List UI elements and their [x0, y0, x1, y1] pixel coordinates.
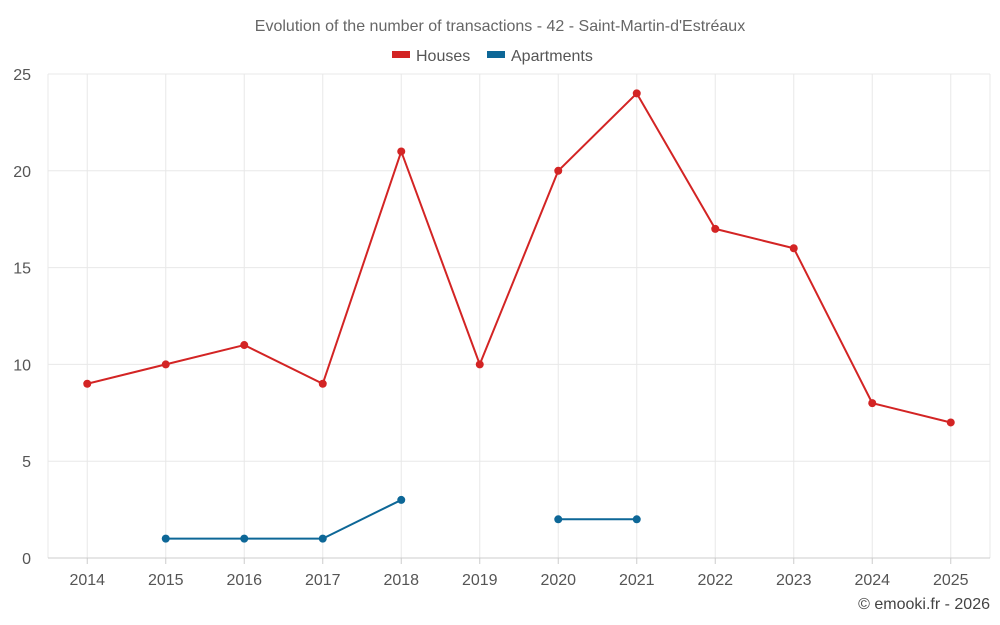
x-tick-label: 2016 — [226, 572, 262, 589]
series — [83, 89, 955, 543]
houses-line-segment — [87, 92, 951, 424]
x-tick-label: 2018 — [383, 572, 419, 589]
apartments-point-2020[interactable] — [554, 515, 563, 524]
apartments-point-2018[interactable] — [397, 495, 406, 504]
apartments-point-2021[interactable] — [632, 515, 641, 524]
houses-point-2025[interactable] — [946, 418, 955, 427]
x-tick-label: 2021 — [619, 572, 655, 589]
apartments-point-2016[interactable] — [240, 534, 249, 543]
legend-item-apartments[interactable]: Apartments — [487, 48, 593, 65]
houses-point-2015[interactable] — [161, 360, 170, 369]
legend-item-houses[interactable]: Houses — [392, 48, 470, 65]
chart-title: Evolution of the number of transactions … — [255, 18, 745, 35]
legend-label-apartments: Apartments — [511, 48, 593, 65]
houses-point-2020[interactable] — [554, 166, 563, 175]
series-houses — [83, 89, 955, 427]
y-tick-label: 20 — [13, 164, 31, 181]
houses-point-2024[interactable] — [868, 399, 877, 408]
houses-point-2018[interactable] — [397, 147, 406, 156]
houses-point-2014[interactable] — [83, 379, 92, 388]
houses-point-2017[interactable] — [318, 379, 327, 388]
y-tick-label: 15 — [13, 261, 31, 278]
houses-point-2016[interactable] — [240, 341, 249, 350]
x-axis-ticks: 2014 2015 2016 2017 2018 2019 2020 2021 2022 2023… — [69, 572, 968, 589]
x-tick-label: 2015 — [148, 572, 184, 589]
credit-text: © emooki.fr - 2026 — [858, 596, 990, 613]
apartments-line-segment — [165, 499, 402, 540]
legend-swatch-apartments — [487, 51, 505, 58]
houses-point-2021[interactable] — [632, 89, 641, 98]
y-tick-label: 5 — [22, 454, 31, 471]
houses-point-2019[interactable] — [475, 360, 484, 369]
grid — [47, 73, 991, 558]
x-tick-label: 2017 — [305, 572, 341, 589]
x-tick-label: 2014 — [69, 572, 105, 589]
axes — [48, 557, 990, 564]
x-tick-label: 2022 — [697, 572, 733, 589]
y-tick-label: 25 — [13, 67, 31, 84]
legend-label-houses: Houses — [416, 48, 470, 65]
houses-point-2022[interactable] — [711, 224, 720, 233]
x-tick-label: 2025 — [933, 572, 969, 589]
y-tick-label: 0 — [22, 551, 31, 568]
legend-swatch-houses — [392, 51, 410, 58]
y-tick-label: 10 — [13, 357, 31, 374]
x-tick-label: 2020 — [540, 572, 576, 589]
x-tick-label: 2023 — [776, 572, 812, 589]
apartments-point-2015[interactable] — [161, 534, 170, 543]
series-apartments — [161, 495, 641, 543]
legend: Houses Apartments — [392, 48, 593, 65]
apartments-point-2017[interactable] — [318, 534, 327, 543]
y-axis-ticks: 0 5 10 15 20 25 — [13, 67, 31, 568]
x-tick-label: 2024 — [854, 572, 890, 589]
x-tick-label: 2019 — [462, 572, 498, 589]
houses-point-2023[interactable] — [789, 244, 798, 253]
